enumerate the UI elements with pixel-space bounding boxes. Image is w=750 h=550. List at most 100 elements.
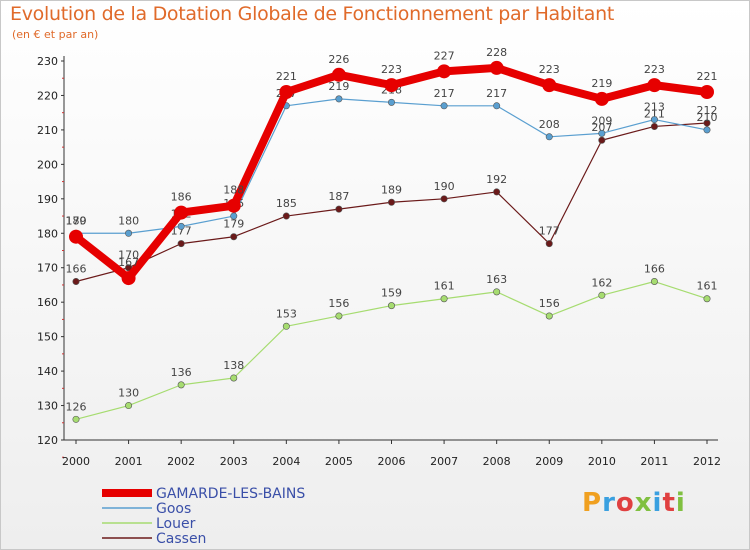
data-label: 179	[66, 215, 87, 228]
x-tick-label: 2001	[115, 455, 143, 468]
data-point	[545, 133, 553, 141]
data-label: 208	[539, 118, 560, 131]
data-label: 177	[539, 225, 560, 238]
y-tick-label: 140	[37, 365, 58, 378]
data-label: 223	[539, 63, 560, 76]
x-tick-label: 2004	[272, 455, 300, 468]
data-point	[437, 64, 452, 79]
data-point	[177, 222, 185, 230]
y-tick-label: 220	[37, 89, 58, 102]
data-point	[647, 78, 662, 93]
x-tick-label: 2003	[220, 455, 248, 468]
data-point	[594, 91, 609, 106]
data-label: 221	[697, 70, 718, 83]
data-label: 180	[118, 214, 139, 227]
data-label: 166	[644, 263, 665, 276]
data-label: 207	[591, 121, 612, 134]
data-point	[335, 312, 343, 320]
data-label: 177	[171, 225, 192, 238]
data-label: 219	[591, 77, 612, 90]
y-tick-label: 170	[37, 262, 58, 275]
data-point	[72, 415, 80, 423]
x-tick-label: 2012	[693, 455, 721, 468]
data-point	[387, 98, 395, 106]
legend-label: Goos	[156, 501, 191, 517]
data-point	[489, 60, 504, 75]
data-label: 138	[223, 359, 244, 372]
data-label: 210	[697, 111, 718, 124]
data-point	[230, 374, 238, 382]
data-label: 162	[591, 276, 612, 289]
data-label: 161	[434, 280, 455, 293]
data-label: 130	[118, 387, 139, 400]
data-point	[125, 402, 133, 410]
data-label: 180	[66, 214, 87, 227]
data-point	[387, 302, 395, 310]
y-tick-label: 210	[37, 124, 58, 137]
data-point	[335, 95, 343, 103]
y-tick-label: 230	[37, 55, 58, 68]
data-point	[493, 102, 501, 110]
y-tick-label: 190	[37, 193, 58, 206]
data-point	[226, 198, 241, 213]
data-label: 190	[434, 180, 455, 193]
data-label: 179	[223, 218, 244, 231]
data-label: 219	[328, 80, 349, 93]
data-label: 159	[381, 287, 402, 300]
data-label: 217	[434, 87, 455, 100]
y-tick-label: 160	[37, 296, 58, 309]
data-point	[545, 312, 553, 320]
data-point	[542, 78, 557, 93]
data-label: 226	[328, 53, 349, 66]
data-label: 212	[697, 104, 718, 117]
data-label: 163	[486, 273, 507, 286]
data-point	[703, 126, 711, 134]
x-tick-label: 2007	[430, 455, 458, 468]
y-tick-label: 120	[37, 434, 58, 447]
x-tick-label: 2006	[378, 455, 406, 468]
chart-subtitle: (en € et par an)	[12, 28, 99, 41]
data-point	[279, 85, 294, 100]
data-point	[703, 295, 711, 303]
legend-label: GAMARDE-LES-BAINS	[156, 486, 305, 502]
data-label: 166	[66, 263, 87, 276]
proxiti-logo: Proxiti	[582, 488, 686, 518]
data-label: 189	[381, 183, 402, 196]
chart-title: Evolution de la Dotation Globale de Fonc…	[10, 3, 615, 25]
data-label: 228	[486, 46, 507, 59]
data-point	[282, 322, 290, 330]
data-point	[72, 278, 80, 286]
y-tick-label: 200	[37, 158, 58, 171]
data-label: 217	[486, 87, 507, 100]
y-tick-label: 180	[37, 227, 58, 240]
x-tick-label: 2005	[325, 455, 353, 468]
data-point	[493, 288, 501, 296]
data-point	[598, 129, 606, 137]
data-label: 186	[171, 191, 192, 204]
data-point	[230, 212, 238, 220]
data-label: 213	[644, 101, 665, 114]
data-label: 188	[223, 184, 244, 197]
data-label: 126	[66, 400, 87, 413]
x-tick-label: 2009	[535, 455, 563, 468]
legend-label: Louer	[156, 516, 196, 532]
data-label: 156	[539, 297, 560, 310]
x-tick-label: 2008	[483, 455, 511, 468]
data-point	[440, 102, 448, 110]
y-tick-label: 130	[37, 400, 58, 413]
data-point	[650, 122, 658, 130]
x-tick-label: 2002	[167, 455, 195, 468]
data-point	[125, 229, 133, 237]
data-label: 170	[118, 249, 139, 262]
x-tick-label: 2011	[640, 455, 668, 468]
legend-label: Cassen	[156, 531, 206, 547]
x-tick-label: 2010	[588, 455, 616, 468]
x-tick-label: 2000	[62, 455, 90, 468]
data-label: 223	[644, 63, 665, 76]
data-label: 209	[591, 114, 612, 127]
data-point	[177, 240, 185, 248]
data-label: 227	[434, 49, 455, 62]
data-point	[545, 240, 553, 248]
data-point	[598, 136, 606, 144]
data-label: 167	[118, 256, 139, 269]
